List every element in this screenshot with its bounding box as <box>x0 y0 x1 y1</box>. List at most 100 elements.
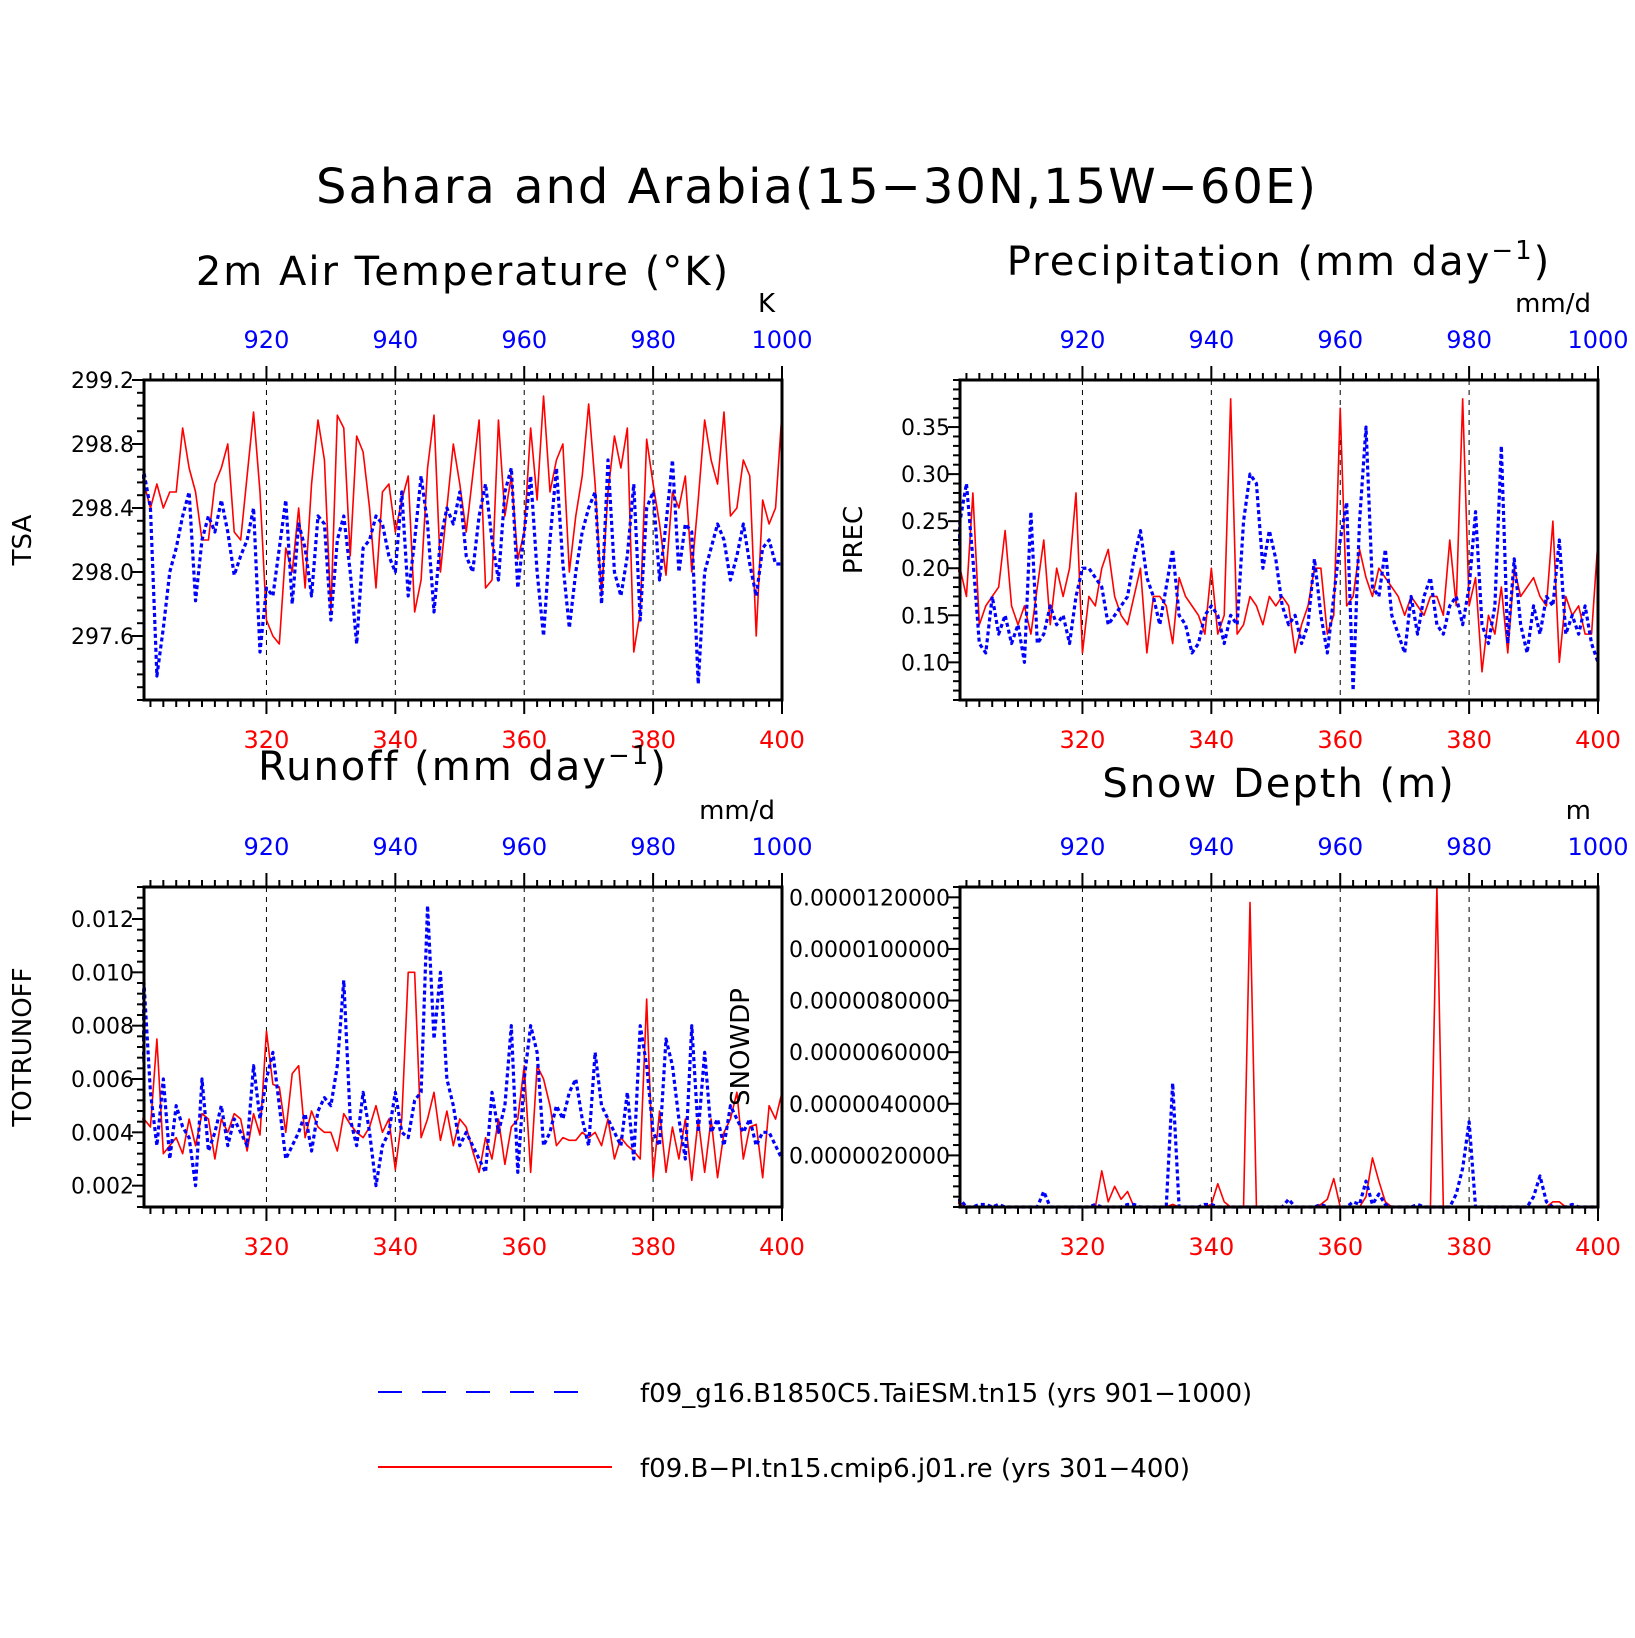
bottom-tick-label-tsa: 360 <box>501 726 547 754</box>
unit-label-snowdp: m <box>1566 796 1591 826</box>
top-tick-label-tsa: 960 <box>501 326 547 354</box>
panel-title-snowdp: Snow Depth (m) <box>1102 761 1455 807</box>
legend-label-taiesm: f09_g16.B1850C5.TaiESM.tn15 (yrs 901−100… <box>640 1379 1252 1409</box>
plot-frame-snowdp <box>958 885 1600 1209</box>
unit-label-tsa: K <box>758 289 776 319</box>
bottom-tick-label-prec: 400 <box>1575 726 1621 754</box>
panel-title-main-tsa: 2m Air Temperature (°K) <box>196 249 730 295</box>
bottom-tick-label-snowdp: 400 <box>1575 1233 1621 1261</box>
panel-title-runoff: Runoff (mm day−1) <box>258 741 668 790</box>
bottom-tick-label-prec: 320 <box>1060 726 1106 754</box>
bottom-tick-label-tsa: 320 <box>244 726 290 754</box>
panel-tsa: 2m Air Temperature (°K) 320 920 340 940 360 96… <box>8 249 813 754</box>
bottom-tick-label-snowdp: 340 <box>1188 1233 1234 1261</box>
top-tick-label-runoff: 940 <box>372 833 418 861</box>
left-tick-label-snowdp: 0.0000040000 <box>789 1093 950 1118</box>
legend-label-cmip6: f09.B−PI.tn15.cmip6.j01.re (yrs 301−400) <box>640 1454 1190 1484</box>
panel-title-tail-runoff: ) <box>650 744 668 790</box>
left-tick-label-runoff: 0.012 <box>71 908 134 933</box>
left-tick-label-snowdp: 0.0000060000 <box>789 1041 950 1066</box>
unit-label-prec: mm/d <box>1515 289 1591 319</box>
bottom-tick-label-prec: 380 <box>1446 726 1492 754</box>
left-tick-label-prec: 0.35 <box>901 416 950 441</box>
plot-mask-left-tsa <box>132 378 142 702</box>
top-tick-label-prec: 1000 <box>1567 326 1628 354</box>
plot-frame-tsa <box>142 378 784 702</box>
bottom-tick-label-runoff: 400 <box>759 1233 805 1261</box>
unit-label-runoff: mm/d <box>699 796 775 826</box>
top-tick-label-prec: 980 <box>1446 326 1492 354</box>
left-tick-label-prec: 0.20 <box>901 557 950 582</box>
plot-mask-left-snowdp <box>948 885 958 1209</box>
top-tick-label-tsa: 940 <box>372 326 418 354</box>
top-tick-label-prec: 940 <box>1188 326 1234 354</box>
panel-prec: Precipitation (mm day−1) 320 920 340 940 360 9… <box>839 236 1629 754</box>
left-tick-label-prec: 0.25 <box>901 510 950 535</box>
panel-title-main-prec: Precipitation (mm day <box>1007 239 1492 285</box>
top-tick-label-tsa: 920 <box>244 326 290 354</box>
bottom-tick-label-runoff: 380 <box>630 1233 676 1261</box>
top-tick-label-prec: 920 <box>1060 326 1106 354</box>
left-tick-label-runoff: 0.004 <box>71 1121 134 1146</box>
panel-title-prec: Precipitation (mm day−1) <box>1007 236 1552 285</box>
figure-title: Sahara and Arabia(15−30N,15W−60E) <box>316 159 1318 215</box>
panel-runoff: Runoff (mm day−1) 320 920 340 940 360 960 380 98… <box>8 741 813 1261</box>
series-line-prec-taiesm <box>951 425 1600 693</box>
panel-title-tail-prec: ) <box>1534 239 1552 285</box>
left-tick-label-snowdp: 0.0000120000 <box>789 886 950 911</box>
left-tick-label-snowdp: 0.0000100000 <box>789 938 950 963</box>
bottom-tick-label-runoff: 320 <box>244 1233 290 1261</box>
left-tick-label-runoff: 0.002 <box>71 1175 134 1200</box>
left-tick-label-tsa: 298.0 <box>71 561 134 586</box>
left-tick-label-prec: 0.30 <box>901 463 950 488</box>
bottom-tick-label-tsa: 340 <box>372 726 418 754</box>
bottom-tick-label-snowdp: 320 <box>1060 1233 1106 1261</box>
top-tick-label-runoff: 960 <box>501 833 547 861</box>
panel-title-main-runoff: Runoff (mm day <box>258 744 608 790</box>
y-axis-label-runoff: TOTRUNOFF <box>8 967 38 1127</box>
panels: 2m Air Temperature (°K) 320 920 340 940 360 96… <box>8 236 1629 1261</box>
bottom-tick-label-snowdp: 360 <box>1317 1233 1363 1261</box>
top-tick-label-prec: 960 <box>1317 326 1363 354</box>
left-tick-label-snowdp: 0.0000080000 <box>789 990 950 1015</box>
left-tick-label-runoff: 0.008 <box>71 1015 134 1040</box>
y-axis-label-tsa: TSA <box>8 514 38 566</box>
top-tick-label-runoff: 980 <box>630 833 676 861</box>
y-axis-label-snowdp: SNOWDP <box>726 988 756 1106</box>
bottom-tick-label-prec: 340 <box>1188 726 1234 754</box>
panel-title-main-snowdp: Snow Depth (m) <box>1102 761 1455 807</box>
top-tick-label-snowdp: 980 <box>1446 833 1492 861</box>
legend: f09_g16.B1850C5.TaiESM.tn15 (yrs 901−100… <box>378 1379 1252 1484</box>
top-tick-label-snowdp: 920 <box>1060 833 1106 861</box>
bottom-tick-label-runoff: 340 <box>372 1233 418 1261</box>
series-line-runoff-cmip6 <box>137 971 783 1182</box>
top-tick-label-snowdp: 1000 <box>1567 833 1628 861</box>
top-tick-label-tsa: 980 <box>630 326 676 354</box>
series-line-tsa-taiesm <box>136 458 782 686</box>
bottom-tick-label-prec: 360 <box>1317 726 1363 754</box>
panel-snowdp: Snow Depth (m) 320 920 340 940 360 960 380 980 40… <box>726 761 1629 1261</box>
top-tick-label-tsa: 1000 <box>751 326 812 354</box>
left-tick-label-tsa: 298.8 <box>71 433 134 458</box>
left-tick-label-runoff: 0.010 <box>71 961 134 986</box>
left-tick-label-runoff: 0.006 <box>71 1068 134 1093</box>
left-tick-label-prec: 0.10 <box>901 651 950 676</box>
left-tick-label-prec: 0.15 <box>901 604 950 629</box>
bottom-tick-label-snowdp: 380 <box>1446 1233 1492 1261</box>
bottom-tick-label-tsa: 380 <box>630 726 676 754</box>
series-line-runoff-taiesm <box>135 904 784 1188</box>
panel-title-superscript-prec: −1 <box>1491 236 1533 266</box>
y-axis-label-prec: PREC <box>839 506 869 574</box>
panel-title-superscript-runoff: −1 <box>608 741 650 771</box>
bottom-tick-label-runoff: 360 <box>501 1233 547 1261</box>
top-tick-label-snowdp: 960 <box>1317 833 1363 861</box>
top-tick-label-snowdp: 940 <box>1188 833 1234 861</box>
left-tick-label-snowdp: 0.0000020000 <box>789 1144 950 1169</box>
panel-title-tsa: 2m Air Temperature (°K) <box>196 249 730 295</box>
left-tick-label-tsa: 299.2 <box>71 369 134 394</box>
bottom-tick-label-tsa: 400 <box>759 726 805 754</box>
left-tick-label-tsa: 298.4 <box>71 497 134 522</box>
top-tick-label-runoff: 1000 <box>751 833 812 861</box>
